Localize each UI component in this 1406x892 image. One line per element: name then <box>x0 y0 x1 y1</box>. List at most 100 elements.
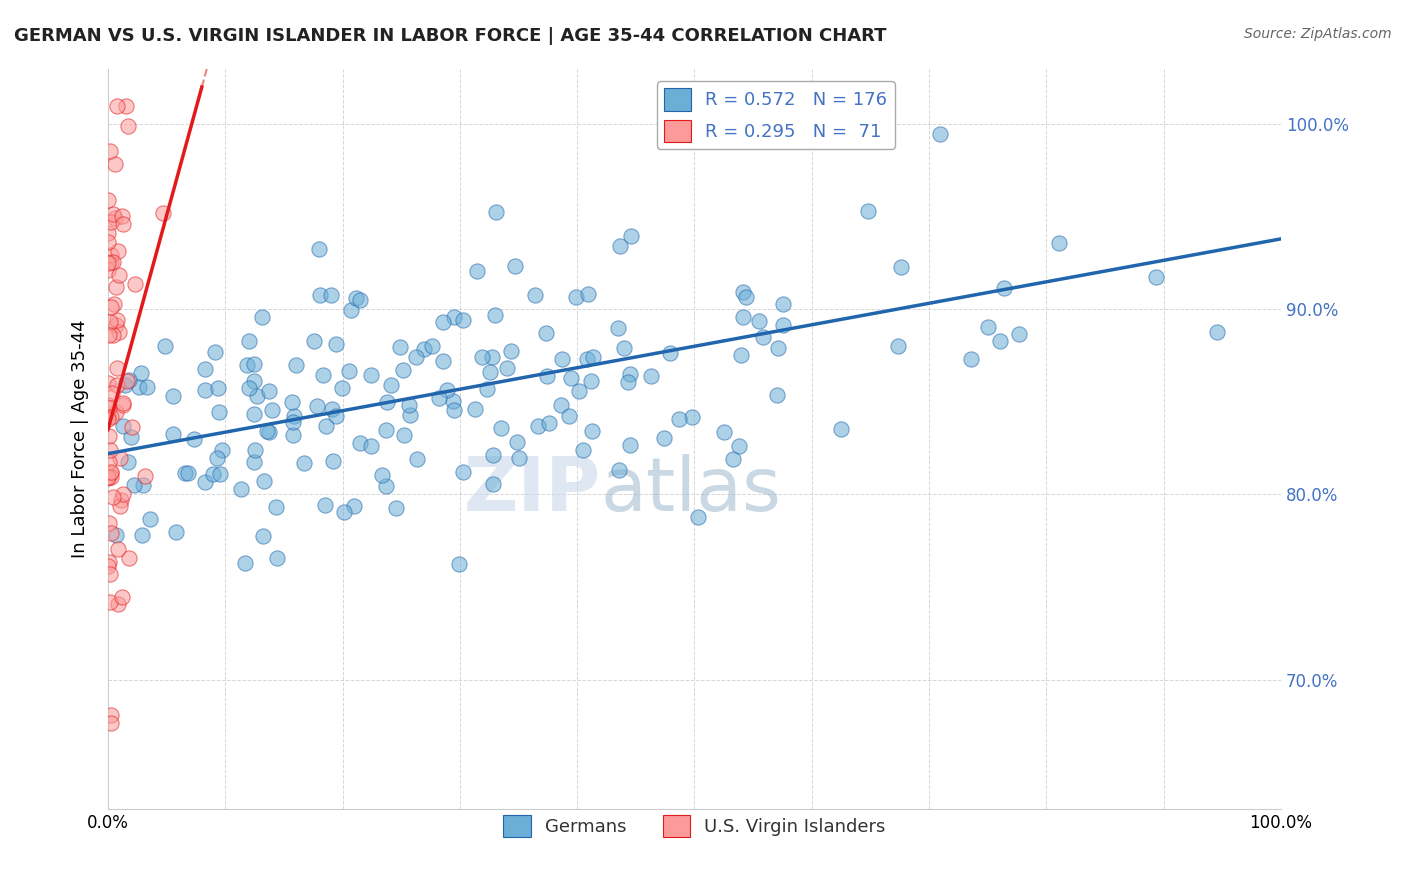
Point <box>266 550 288 565</box>
Point <box>111 419 134 434</box>
Point <box>830 422 852 436</box>
Point <box>101 490 124 504</box>
Point <box>98 566 121 581</box>
Point <box>105 313 128 327</box>
Point <box>243 407 266 421</box>
Point <box>252 529 274 543</box>
Point <box>242 455 264 469</box>
Point <box>103 207 125 221</box>
Point <box>581 424 603 438</box>
Point <box>886 339 908 353</box>
Point <box>285 358 308 372</box>
Point <box>503 259 526 273</box>
Point <box>250 310 273 325</box>
Point <box>103 296 125 310</box>
Point <box>560 371 582 385</box>
Point <box>97 471 120 485</box>
Point <box>536 368 558 383</box>
Point <box>105 98 128 112</box>
Point <box>499 344 522 359</box>
Point <box>360 368 382 382</box>
Point <box>97 262 120 277</box>
Point <box>104 211 127 226</box>
Point <box>97 398 120 412</box>
Point <box>988 334 1011 348</box>
Point <box>496 360 519 375</box>
Point <box>619 367 641 381</box>
Point <box>374 424 396 438</box>
Point <box>108 499 131 513</box>
Point <box>343 499 366 513</box>
Point <box>111 396 134 410</box>
Point <box>97 410 120 425</box>
Point <box>308 242 330 256</box>
Point <box>107 597 129 611</box>
Point <box>734 289 756 303</box>
Point <box>620 228 643 243</box>
Point <box>1008 326 1031 341</box>
Point <box>129 366 152 380</box>
Point <box>205 450 228 465</box>
Point <box>117 374 139 388</box>
Point <box>105 377 128 392</box>
Point <box>606 321 628 335</box>
Y-axis label: In Labor Force | Age 35-44: In Labor Force | Age 35-44 <box>72 319 89 558</box>
Point <box>108 451 131 466</box>
Point <box>110 492 132 507</box>
Point <box>321 288 343 302</box>
Point <box>100 248 122 262</box>
Point <box>375 479 398 493</box>
Point <box>97 226 120 240</box>
Point <box>162 389 184 403</box>
Point <box>107 541 129 556</box>
Point <box>98 144 121 158</box>
Point <box>389 340 412 354</box>
Point <box>118 551 141 566</box>
Point <box>481 351 503 365</box>
Point <box>207 381 229 395</box>
Point <box>772 318 794 333</box>
Point <box>194 475 217 489</box>
Point <box>107 361 129 376</box>
Point <box>609 239 631 253</box>
Point <box>165 525 187 540</box>
Point <box>325 409 347 423</box>
Point <box>550 398 572 412</box>
Point <box>100 300 122 314</box>
Point <box>100 467 122 481</box>
Point <box>243 357 266 371</box>
Point <box>100 466 122 480</box>
Point <box>108 325 131 339</box>
Point <box>101 255 124 269</box>
Point <box>538 416 561 430</box>
Text: Source: ZipAtlas.com: Source: ZipAtlas.com <box>1244 27 1392 41</box>
Point <box>380 378 402 392</box>
Point <box>766 342 789 356</box>
Point <box>340 303 363 318</box>
Point <box>208 405 231 419</box>
Point <box>118 373 141 387</box>
Point <box>772 296 794 310</box>
Point <box>654 431 676 445</box>
Point <box>412 342 434 356</box>
Text: atlas: atlas <box>600 454 782 527</box>
Point <box>619 438 641 452</box>
Point <box>114 377 136 392</box>
Point <box>101 385 124 400</box>
Point <box>453 313 475 327</box>
Point <box>322 454 344 468</box>
Point <box>427 391 450 405</box>
Point <box>111 217 134 231</box>
Point <box>117 455 139 469</box>
Point <box>128 380 150 394</box>
Point <box>208 467 231 481</box>
Point <box>534 326 557 341</box>
Point <box>349 435 371 450</box>
Point <box>194 383 217 397</box>
Point <box>238 334 260 348</box>
Point <box>100 595 122 609</box>
Point <box>751 330 773 344</box>
Point <box>371 468 394 483</box>
Point <box>308 288 330 302</box>
Point <box>281 427 304 442</box>
